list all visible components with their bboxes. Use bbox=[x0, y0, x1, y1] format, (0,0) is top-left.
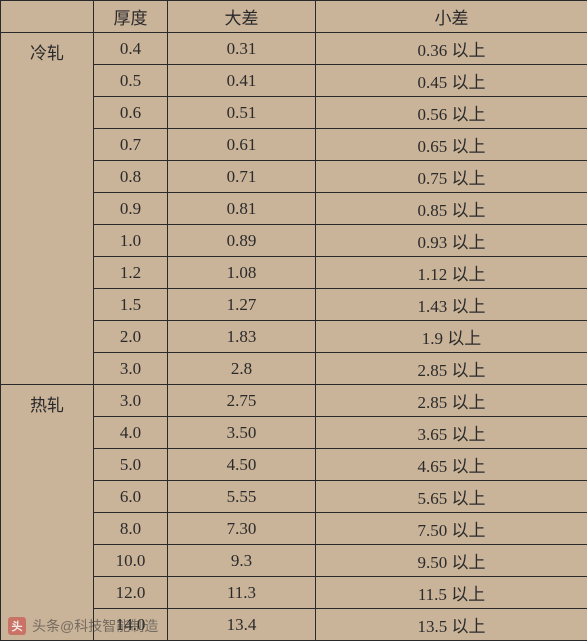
cell-big-diff: 2.8 bbox=[168, 353, 316, 385]
cell-big-diff: 1.08 bbox=[168, 257, 316, 289]
cell-big-diff: 1.83 bbox=[168, 321, 316, 353]
cell-big-diff: 11.3 bbox=[168, 577, 316, 609]
cell-small-diff: 11.5 以上 bbox=[316, 577, 587, 609]
cell-thickness: 3.0 bbox=[94, 385, 168, 417]
cell-big-diff: 0.51 bbox=[168, 97, 316, 129]
cell-thickness: 1.0 bbox=[94, 225, 168, 257]
cell-thickness: 0.7 bbox=[94, 129, 168, 161]
col-header-small-diff: 小差 bbox=[316, 1, 587, 33]
cell-small-diff: 2.85 以上 bbox=[316, 385, 587, 417]
cell-big-diff: 3.50 bbox=[168, 417, 316, 449]
cell-big-diff: 0.61 bbox=[168, 129, 316, 161]
cell-big-diff: 13.4 bbox=[168, 609, 316, 641]
col-header-thickness: 厚度 bbox=[94, 1, 168, 33]
cell-big-diff: 0.89 bbox=[168, 225, 316, 257]
cell-big-diff: 0.81 bbox=[168, 193, 316, 225]
cell-thickness: 8.0 bbox=[94, 513, 168, 545]
cell-thickness: 0.6 bbox=[94, 97, 168, 129]
cell-small-diff: 7.50 以上 bbox=[316, 513, 587, 545]
cell-small-diff: 0.85 以上 bbox=[316, 193, 587, 225]
cell-big-diff: 9.3 bbox=[168, 545, 316, 577]
cell-big-diff: 7.30 bbox=[168, 513, 316, 545]
table-header-row: 厚度 大差 小差 bbox=[1, 1, 587, 33]
cell-big-diff: 0.41 bbox=[168, 65, 316, 97]
cell-small-diff: 1.43 以上 bbox=[316, 289, 587, 321]
cell-small-diff: 3.65 以上 bbox=[316, 417, 587, 449]
category-cell-cold: 冷轧 bbox=[1, 33, 94, 385]
thickness-table: 厚度 大差 小差 冷轧 0.4 0.31 0.36 以上 0.50.410.45… bbox=[0, 0, 587, 641]
cell-small-diff: 2.85 以上 bbox=[316, 353, 587, 385]
cell-big-diff: 5.55 bbox=[168, 481, 316, 513]
toutiao-icon: 头 bbox=[8, 617, 26, 635]
cell-thickness: 0.9 bbox=[94, 193, 168, 225]
cell-thickness: 1.2 bbox=[94, 257, 168, 289]
category-cell-hot: 热轧 bbox=[1, 385, 94, 641]
col-header-big-diff: 大差 bbox=[168, 1, 316, 33]
cell-thickness: 12.0 bbox=[94, 577, 168, 609]
cell-thickness: 6.0 bbox=[94, 481, 168, 513]
cell-small-diff: 0.56 以上 bbox=[316, 97, 587, 129]
cell-thickness: 1.5 bbox=[94, 289, 168, 321]
cell-small-diff: 1.9 以上 bbox=[316, 321, 587, 353]
cell-small-diff: 4.65 以上 bbox=[316, 449, 587, 481]
table-row: 冷轧 0.4 0.31 0.36 以上 bbox=[1, 33, 587, 65]
cell-thickness: 0.4 bbox=[94, 33, 168, 65]
table-row: 热轧 3.0 2.75 2.85 以上 bbox=[1, 385, 587, 417]
col-header-category bbox=[1, 1, 94, 33]
cell-thickness: 3.0 bbox=[94, 353, 168, 385]
cell-big-diff: 0.31 bbox=[168, 33, 316, 65]
cell-small-diff: 0.65 以上 bbox=[316, 129, 587, 161]
cell-small-diff: 0.75 以上 bbox=[316, 161, 587, 193]
cell-thickness: 0.8 bbox=[94, 161, 168, 193]
cell-small-diff: 13.5 以上 bbox=[316, 609, 587, 641]
cell-small-diff: 0.36 以上 bbox=[316, 33, 587, 65]
cell-big-diff: 4.50 bbox=[168, 449, 316, 481]
watermark-text: 头条@科技智能制造 bbox=[32, 616, 158, 636]
cell-small-diff: 0.93 以上 bbox=[316, 225, 587, 257]
cell-small-diff: 1.12 以上 bbox=[316, 257, 587, 289]
cell-thickness: 2.0 bbox=[94, 321, 168, 353]
cell-thickness: 10.0 bbox=[94, 545, 168, 577]
cell-small-diff: 5.65 以上 bbox=[316, 481, 587, 513]
cell-big-diff: 2.75 bbox=[168, 385, 316, 417]
cell-small-diff: 9.50 以上 bbox=[316, 545, 587, 577]
cell-thickness: 5.0 bbox=[94, 449, 168, 481]
cell-big-diff: 1.27 bbox=[168, 289, 316, 321]
watermark: 头 头条@科技智能制造 bbox=[8, 616, 158, 636]
cell-small-diff: 0.45 以上 bbox=[316, 65, 587, 97]
cell-big-diff: 0.71 bbox=[168, 161, 316, 193]
cell-thickness: 0.5 bbox=[94, 65, 168, 97]
cell-thickness: 4.0 bbox=[94, 417, 168, 449]
